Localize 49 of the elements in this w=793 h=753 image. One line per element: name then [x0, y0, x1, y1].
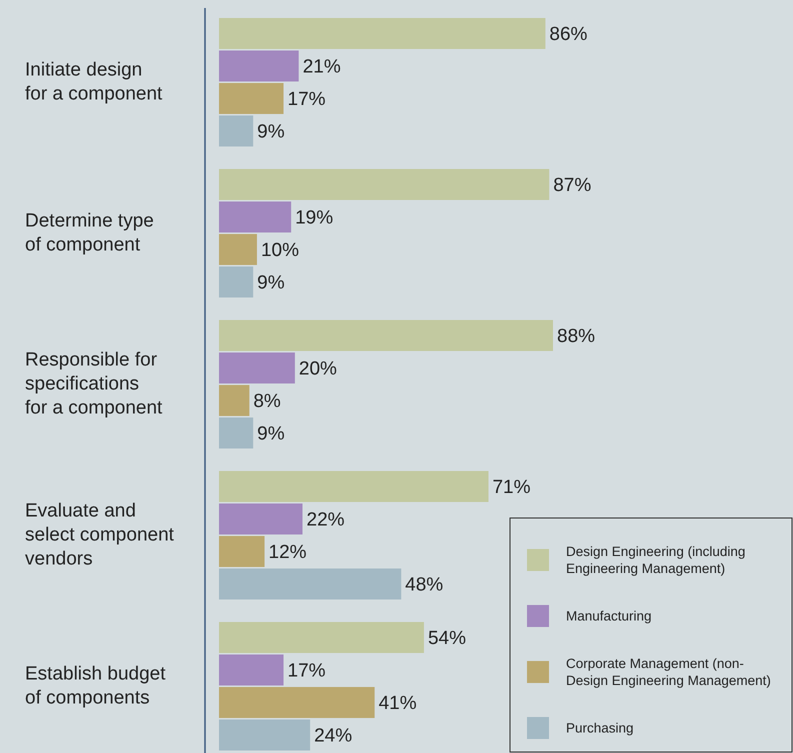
data-label: 17% — [288, 89, 326, 110]
y-tick-label: Establish budget of components — [25, 664, 166, 709]
bar — [219, 266, 254, 298]
bar — [219, 169, 550, 200]
bar — [219, 654, 284, 686]
y-tick-label: Determine type of component — [25, 210, 154, 256]
bar — [219, 418, 254, 448]
data-label: 24% — [314, 726, 352, 747]
data-label: 12% — [268, 542, 307, 564]
bar — [219, 116, 254, 146]
legend-label: Purchasing — [566, 720, 634, 736]
bar — [219, 202, 292, 232]
data-label: 9% — [257, 424, 285, 445]
bar — [219, 385, 250, 416]
data-label: 21% — [302, 56, 341, 78]
bar — [219, 622, 424, 653]
data-label: 22% — [306, 510, 345, 531]
legend-label: Design Engineering (including Engineering Management) — [566, 544, 746, 576]
bar — [219, 352, 295, 384]
y-tick-label: Evaluate and select component vendors — [25, 500, 175, 570]
data-label: 87% — [553, 175, 592, 196]
data-label: 9% — [257, 272, 285, 294]
bar — [219, 320, 553, 351]
data-label: 54% — [428, 628, 466, 650]
data-label: 17% — [288, 660, 326, 682]
bar — [219, 720, 310, 750]
data-label: 19% — [295, 208, 334, 229]
data-label: 86% — [549, 24, 588, 46]
data-label: 48% — [405, 574, 444, 596]
data-label: 8% — [253, 391, 281, 412]
data-label: 88% — [557, 326, 596, 348]
bar — [219, 83, 284, 114]
bar — [219, 536, 265, 567]
data-label: 71% — [492, 477, 531, 498]
bar — [219, 234, 257, 265]
y-tick-label: Initiate design for a component — [25, 60, 164, 105]
legend-label: Corporate Management (non-Design Engineering Management) — [566, 656, 771, 688]
legend-label: Manufacturing — [566, 608, 652, 624]
bar — [219, 687, 375, 718]
bar — [219, 18, 546, 49]
data-label: 9% — [257, 122, 285, 143]
data-label: 20% — [298, 358, 338, 380]
bar — [219, 568, 402, 600]
bar — [219, 504, 302, 534]
y-tick-label: Responsible for specifications for a component — [25, 350, 164, 419]
bar — [219, 471, 488, 502]
data-label: 10% — [260, 240, 300, 262]
data-label: 41% — [378, 693, 417, 714]
bar — [219, 50, 299, 82]
